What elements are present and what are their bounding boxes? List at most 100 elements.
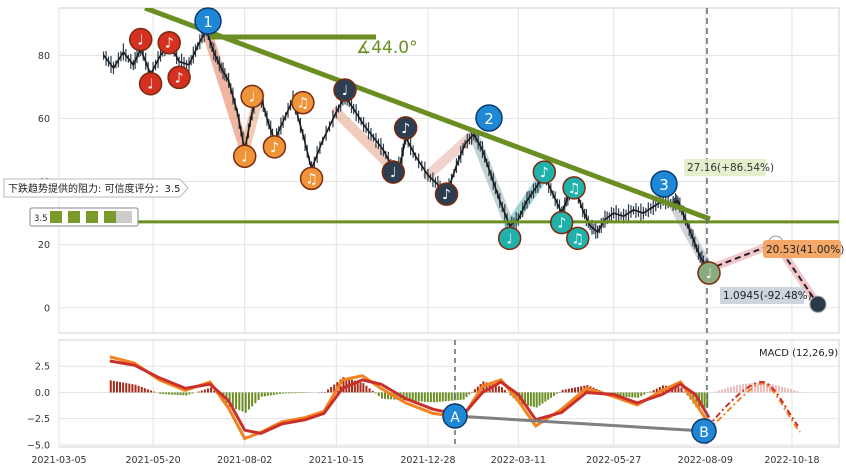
note-marker-glyph: ♩ bbox=[249, 89, 256, 105]
projected-signal-line bbox=[706, 380, 799, 429]
x-tick-label: 2022-10-18 bbox=[764, 455, 819, 466]
price-y-tick-label: 0 bbox=[44, 303, 50, 314]
note-marker-glyph: ♫ bbox=[305, 171, 318, 187]
macd-histogram-bar bbox=[368, 388, 371, 393]
note-marker: ♪ bbox=[434, 182, 459, 206]
macd-histogram-bar bbox=[444, 392, 447, 402]
projected-histogram-bar bbox=[715, 391, 717, 393]
macd-histogram-bar bbox=[241, 392, 244, 412]
macd-histogram-bar bbox=[380, 392, 383, 399]
note-marker-glyph: ♩ bbox=[506, 231, 513, 247]
x-tick-label: 2022-05-27 bbox=[586, 455, 641, 466]
macd-histogram-bar bbox=[577, 386, 580, 393]
macd-histogram-bar bbox=[213, 390, 216, 393]
macd-y-axis: −5.0 −2.5 0.0 2.5 bbox=[27, 362, 50, 452]
projected-macd-line bbox=[706, 382, 801, 433]
macd-histogram-bar bbox=[544, 392, 547, 402]
projected-histogram-bar bbox=[730, 386, 732, 393]
macd-histogram-bar bbox=[247, 392, 250, 410]
note-marker-circle bbox=[262, 135, 287, 159]
projected-histogram-bar bbox=[721, 389, 723, 393]
macd-histogram-bar bbox=[619, 392, 622, 397]
macd-histogram-bar bbox=[420, 392, 423, 402]
macd-histogram-bar bbox=[159, 392, 162, 394]
x-axis: 2021-03-05 2021-05-20 2021-08-02 2021-10-15… bbox=[31, 455, 819, 466]
macd-histogram-bar bbox=[558, 391, 561, 393]
macd-histogram-bar bbox=[188, 392, 191, 395]
projected-histogram-bar bbox=[760, 383, 762, 393]
macd-histogram-bar bbox=[131, 384, 134, 393]
note-marker-circle bbox=[381, 160, 406, 184]
macd-histogram-bar bbox=[494, 385, 497, 393]
macd-histogram-bar bbox=[541, 392, 544, 404]
macd-histogram-bar bbox=[396, 392, 399, 400]
note-marker: ♩ bbox=[240, 84, 264, 109]
projected-histogram-bar bbox=[781, 386, 783, 393]
macd-histogram-bar bbox=[134, 384, 137, 393]
macd-histogram-bar bbox=[128, 383, 131, 393]
macd-histogram-bar bbox=[501, 387, 503, 393]
note-marker: ♪ bbox=[532, 160, 557, 184]
wave-badge-3-text: 3 bbox=[659, 176, 669, 194]
macd-histogram-bar bbox=[574, 387, 577, 393]
x-tick-label: 2021-12-28 bbox=[400, 455, 455, 466]
rating-text: 3.5 bbox=[34, 214, 48, 224]
note-marker-circle bbox=[291, 90, 315, 115]
projected-histogram-bar bbox=[736, 385, 738, 393]
macd-histogram-bar bbox=[497, 386, 500, 393]
note-marker-glyph: ♪ bbox=[442, 187, 451, 203]
macd-histogram-bar bbox=[327, 389, 330, 393]
macd-histogram-bar bbox=[703, 392, 706, 408]
macd-histogram-bar bbox=[122, 382, 125, 393]
macd-histogram-bar bbox=[643, 392, 646, 395]
note-marker-circle bbox=[138, 71, 163, 96]
projection-label-2: 20.53(41.00%) bbox=[763, 240, 844, 258]
macd-overlays bbox=[454, 340, 801, 447]
macd-histogram-bar bbox=[532, 392, 535, 407]
note-marker-glyph: ♩ bbox=[342, 83, 349, 99]
projection-label-2-text: 20.53(41.00%) bbox=[766, 244, 844, 256]
macd-histogram-bar bbox=[658, 386, 661, 393]
macd-histogram-bar bbox=[426, 392, 429, 402]
macd-histogram-bar bbox=[570, 388, 573, 393]
note-marker: ♩ bbox=[232, 144, 257, 169]
macd-histogram-bar bbox=[162, 392, 165, 395]
note-marker: ♩ bbox=[333, 78, 357, 102]
wave-band bbox=[331, 107, 399, 174]
divergence-badge-b-text: B bbox=[699, 425, 709, 441]
note-marker-glyph: ♫ bbox=[571, 231, 584, 247]
note-marker-glyph: ♩ bbox=[147, 77, 154, 93]
note-marker-circle bbox=[240, 84, 264, 109]
wave-badge-1-text: 1 bbox=[203, 13, 213, 31]
macd-histogram-bar bbox=[677, 387, 680, 393]
signal-line bbox=[109, 359, 711, 435]
macd-histogram-bar bbox=[435, 392, 438, 403]
macd-y-tick-label: 2.5 bbox=[35, 362, 50, 373]
price-y-tick-label: 60 bbox=[38, 114, 50, 125]
macd-histogram-bar bbox=[254, 392, 257, 404]
macd-histogram-bar bbox=[503, 389, 506, 393]
resistance-note: 下跌趋势提供的阻力: 可信度评分：3.5 bbox=[3, 178, 189, 198]
note-marker: ♪ bbox=[167, 65, 191, 90]
macd-histogram-bar bbox=[547, 392, 550, 400]
note-marker: ♩ bbox=[128, 27, 153, 52]
macd-histogram-bar bbox=[287, 392, 290, 394]
macd-histogram-bar bbox=[473, 389, 476, 393]
macd-histogram-bar bbox=[374, 392, 377, 394]
macd-histogram-bar bbox=[700, 392, 703, 408]
x-tick-label: 2021-10-15 bbox=[309, 455, 364, 466]
macd-histogram-bar bbox=[351, 379, 354, 393]
macd-histogram-bar bbox=[408, 392, 411, 401]
macd-histogram-bar bbox=[362, 383, 365, 393]
macd-histogram-bar bbox=[150, 390, 152, 393]
wave-band bbox=[422, 129, 479, 181]
macd-histogram-bar bbox=[414, 392, 417, 402]
macd-histogram-bar bbox=[447, 392, 450, 401]
projected-histogram-bar bbox=[724, 388, 726, 393]
projected-histogram-bar bbox=[733, 386, 735, 393]
macd-histogram-bar bbox=[140, 386, 143, 393]
macd-histogram-bar bbox=[165, 392, 168, 395]
macd-line bbox=[109, 355, 711, 441]
x-tick-label: 2022-03-11 bbox=[491, 455, 546, 466]
